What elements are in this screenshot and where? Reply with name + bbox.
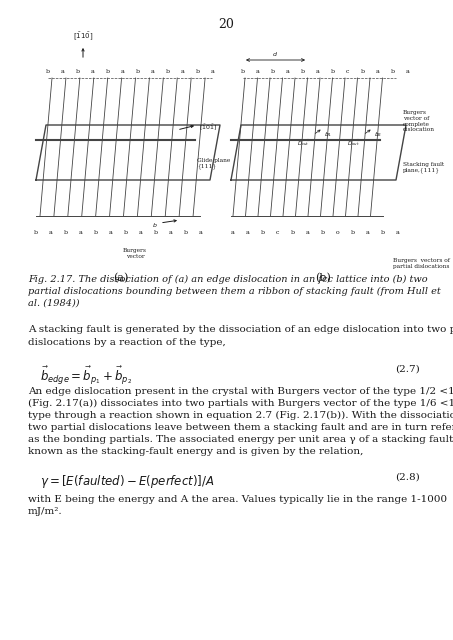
Text: b: b: [241, 69, 245, 74]
Text: dislocations by a reaction of the type,: dislocations by a reaction of the type,: [28, 338, 226, 347]
Text: b: b: [261, 230, 265, 235]
Text: a: a: [109, 230, 113, 235]
Text: al. (1984)): al. (1984)): [28, 299, 79, 308]
Text: $d$: $d$: [272, 50, 278, 58]
Text: a: a: [306, 230, 310, 235]
Text: a: a: [91, 69, 95, 74]
Text: b: b: [301, 69, 305, 74]
Text: as the bonding partials. The associated energy per unit area γ of a stacking fau: as the bonding partials. The associated …: [28, 435, 453, 444]
Text: $\gamma = [E(faulted) - E(perfect)] / A$: $\gamma = [E(faulted) - E(perfect)] / A$: [40, 473, 215, 490]
Text: a: a: [169, 230, 173, 235]
Text: $\vec{b}_{edge} = \vec{b}_{p_1} + \vec{b}_{p_2}$: $\vec{b}_{edge} = \vec{b}_{p_1} + \vec{b…: [40, 365, 132, 387]
Text: Burgers
vector: Burgers vector: [123, 248, 147, 259]
Text: type through a reaction shown in equation 2.7 (Fig. 2.17(b)). With the dissociat: type through a reaction shown in equatio…: [28, 411, 453, 420]
Text: $b_1$: $b_1$: [324, 130, 333, 139]
Text: b: b: [166, 69, 170, 74]
Text: Fig. 2.17. The dissociation of (a) an edge dislocation in an fcc lattice into (b: Fig. 2.17. The dissociation of (a) an ed…: [28, 275, 428, 284]
Text: a: a: [406, 69, 410, 74]
Text: a: a: [139, 230, 143, 235]
Text: b: b: [154, 230, 158, 235]
Text: (a): (a): [113, 273, 129, 284]
Text: a: a: [199, 230, 203, 235]
Text: c: c: [346, 69, 350, 74]
Text: b: b: [106, 69, 110, 74]
Text: a: a: [49, 230, 53, 235]
Text: Stacking fault
plane,{111}: Stacking fault plane,{111}: [403, 162, 444, 173]
Text: A stacking fault is generated by the dissociation of an edge dislocation into tw: A stacking fault is generated by the dis…: [28, 325, 453, 334]
Text: b: b: [331, 69, 335, 74]
Text: (b): (b): [315, 273, 331, 284]
Text: c: c: [276, 230, 280, 235]
Text: $[\bar{1}0\bar{1}]$: $[\bar{1}0\bar{1}]$: [199, 122, 217, 132]
Text: a: a: [366, 230, 370, 235]
Text: a: a: [79, 230, 83, 235]
Text: b: b: [321, 230, 325, 235]
Text: a: a: [396, 230, 400, 235]
Text: a: a: [181, 69, 185, 74]
Text: Burgers
vector of
complete
dislocation: Burgers vector of complete dislocation: [403, 110, 435, 132]
Text: (2.7): (2.7): [395, 365, 420, 374]
Text: b: b: [196, 69, 200, 74]
Text: b: b: [64, 230, 68, 235]
Text: b: b: [124, 230, 128, 235]
Text: a: a: [211, 69, 215, 74]
Text: b: b: [381, 230, 385, 235]
Text: b: b: [46, 69, 50, 74]
Text: a: a: [121, 69, 125, 74]
Text: $b_2$: $b_2$: [374, 130, 382, 139]
Text: a: a: [246, 230, 250, 235]
Text: b: b: [291, 230, 295, 235]
Text: An edge dislocation present in the crystal with Burgers vector of the type 1/2 <: An edge dislocation present in the cryst…: [28, 387, 453, 396]
Text: $b$: $b$: [152, 221, 158, 229]
Text: a: a: [61, 69, 65, 74]
Text: b: b: [34, 230, 38, 235]
Text: Burgers  vectors of
partial dislocations: Burgers vectors of partial dislocations: [393, 258, 450, 269]
Text: b: b: [76, 69, 80, 74]
Text: $[\bar{1}1\bar{0}]$: $[\bar{1}1\bar{0}]$: [73, 30, 93, 42]
Text: a: a: [256, 69, 260, 74]
Text: a: a: [316, 69, 320, 74]
Text: $D_{cut}$: $D_{cut}$: [297, 139, 309, 148]
Text: 20: 20: [218, 18, 234, 31]
Text: a: a: [231, 230, 235, 235]
Text: b: b: [271, 69, 275, 74]
Text: with E being the energy and A the area. Values typically lie in the range 1-1000: with E being the energy and A the area. …: [28, 495, 447, 504]
Text: b: b: [361, 69, 365, 74]
Text: o: o: [336, 230, 340, 235]
Text: two partial dislocations leave between them a stacking fault and are in turn ref: two partial dislocations leave between t…: [28, 423, 453, 432]
Text: partial dislocations bounding between them a ribbon of stacking fault (from Hull: partial dislocations bounding between th…: [28, 287, 441, 296]
Text: (Fig. 2.17(a)) dissociates into two partials with Burgers vector of the type 1/6: (Fig. 2.17(a)) dissociates into two part…: [28, 399, 453, 408]
Text: mJ/m².: mJ/m².: [28, 507, 63, 516]
Text: a: a: [286, 69, 290, 74]
Text: Glide plane
{111}: Glide plane {111}: [197, 158, 230, 170]
Text: (2.8): (2.8): [395, 473, 420, 482]
Text: b: b: [184, 230, 188, 235]
Text: $D_{out}$: $D_{out}$: [347, 139, 359, 148]
Text: b: b: [94, 230, 98, 235]
Text: known as the stacking-fault energy and is given by the relation,: known as the stacking-fault energy and i…: [28, 447, 363, 456]
Text: a: a: [376, 69, 380, 74]
Text: b: b: [351, 230, 355, 235]
Text: b: b: [136, 69, 140, 74]
Text: a: a: [151, 69, 155, 74]
Text: b: b: [391, 69, 395, 74]
